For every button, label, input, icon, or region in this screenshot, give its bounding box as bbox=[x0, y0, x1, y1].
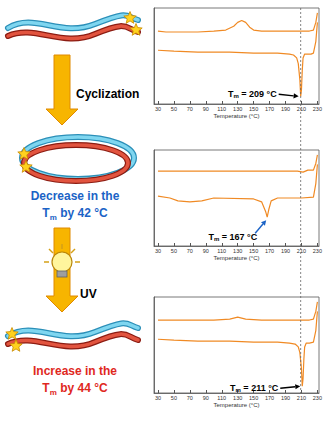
svg-text:Tm by 42 °C: Tm by 42 °C bbox=[42, 206, 108, 222]
svg-text:Temperature (°C): Temperature (°C) bbox=[213, 113, 259, 119]
svg-text:70: 70 bbox=[187, 395, 193, 401]
svg-text:Increase in the: Increase in the bbox=[33, 364, 117, 378]
svg-text:30: 30 bbox=[155, 248, 161, 254]
svg-text:Decrease in the: Decrease in the bbox=[31, 189, 120, 203]
svg-text:110: 110 bbox=[217, 248, 226, 254]
svg-text:70: 70 bbox=[187, 106, 193, 112]
svg-text:130: 130 bbox=[233, 106, 242, 112]
svg-text:30: 30 bbox=[155, 106, 161, 112]
svg-text:50: 50 bbox=[171, 395, 177, 401]
svg-text:230: 230 bbox=[313, 106, 322, 112]
svg-text:m: m bbox=[233, 93, 238, 99]
svg-text:m: m bbox=[236, 387, 241, 393]
svg-text:Temperature (°C): Temperature (°C) bbox=[213, 402, 259, 408]
svg-text:T: T bbox=[208, 232, 214, 242]
svg-text:150: 150 bbox=[249, 395, 258, 401]
svg-text:150: 150 bbox=[249, 248, 258, 254]
svg-text:230: 230 bbox=[313, 395, 322, 401]
svg-text:T: T bbox=[230, 383, 236, 393]
svg-text:70: 70 bbox=[187, 248, 193, 254]
svg-text:m: m bbox=[214, 236, 219, 242]
svg-text:190: 190 bbox=[281, 106, 290, 112]
svg-text:190: 190 bbox=[281, 395, 290, 401]
svg-text:150: 150 bbox=[249, 106, 258, 112]
svg-text:Cyclization: Cyclization bbox=[76, 87, 139, 101]
svg-text:Temperature (°C): Temperature (°C) bbox=[213, 255, 259, 261]
svg-text:170: 170 bbox=[265, 248, 274, 254]
svg-text:50: 50 bbox=[171, 106, 177, 112]
svg-text:UV: UV bbox=[80, 287, 97, 301]
svg-text:170: 170 bbox=[265, 395, 274, 401]
svg-text:210: 210 bbox=[297, 395, 306, 401]
svg-text:110: 110 bbox=[217, 106, 226, 112]
svg-text:90: 90 bbox=[203, 248, 209, 254]
svg-text:90: 90 bbox=[203, 106, 209, 112]
svg-text:130: 130 bbox=[233, 395, 242, 401]
svg-text:= 211 °C: = 211 °C bbox=[241, 383, 279, 393]
svg-text:30: 30 bbox=[155, 395, 161, 401]
svg-text:110: 110 bbox=[217, 395, 226, 401]
svg-text:130: 130 bbox=[233, 248, 242, 254]
svg-text:Tm by 44 °C: Tm by 44 °C bbox=[42, 381, 108, 397]
svg-text:T: T bbox=[228, 89, 234, 99]
svg-text:230: 230 bbox=[313, 248, 322, 254]
svg-text:50: 50 bbox=[171, 248, 177, 254]
svg-text:210: 210 bbox=[297, 248, 306, 254]
svg-text:170: 170 bbox=[265, 106, 274, 112]
svg-text:190: 190 bbox=[281, 248, 290, 254]
svg-text:210: 210 bbox=[297, 106, 306, 112]
svg-text:= 209 °C: = 209 °C bbox=[239, 89, 277, 99]
svg-text:90: 90 bbox=[203, 395, 209, 401]
svg-text:= 167 °C: = 167 °C bbox=[219, 232, 257, 242]
